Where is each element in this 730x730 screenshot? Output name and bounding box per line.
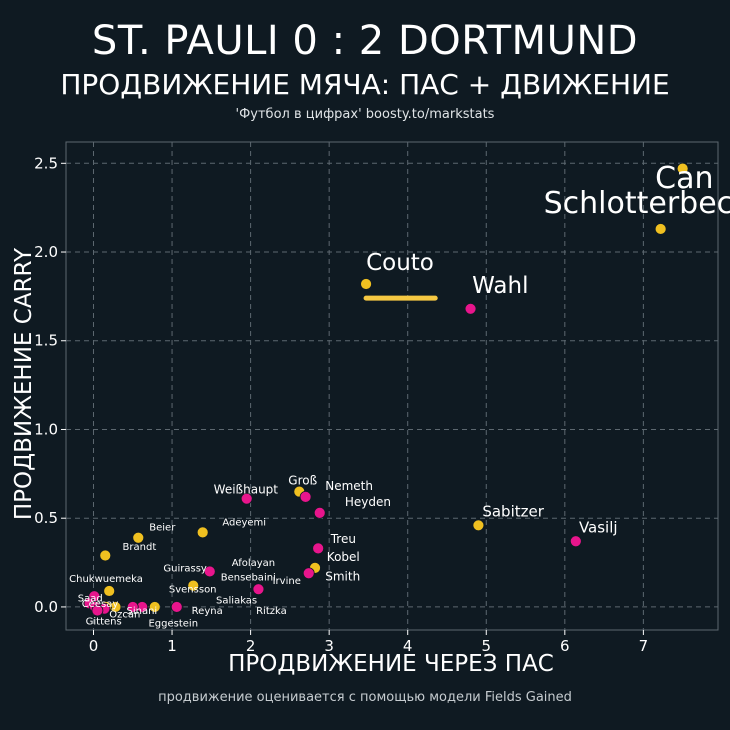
points-layer [83,162,689,617]
chart-title: ST. PAULI 0 : 2 DORTMUND [91,18,639,64]
point-can [676,162,689,175]
plot-frame [65,141,719,631]
x-tick-label: 6 [560,637,570,655]
x-tick-label: 2 [246,637,256,655]
point-label-saliakas: Saliakas [216,595,257,606]
x-tick-label: 7 [639,637,649,655]
point-reyna [170,601,183,613]
point-label-schlotterbeck: Schlotterbeck [544,186,730,221]
point-label-chukwuemeka: Chukwuemeka [69,574,143,585]
point-label-kobel: Kobel [327,550,360,564]
x-axis-label: ПРОДВИЖЕНИЕ ЧЕРЕЗ ПАС [228,651,554,677]
point-label-sabitzer: Sabitzer [482,502,544,520]
point-heyden [313,506,326,519]
point-smith [302,567,315,580]
point-label-ceesay: Ceesay [82,599,119,610]
point-label-gittens: Gittens [86,617,122,628]
point-sabitzer [472,519,485,532]
point-label-reyna: Reyna [192,606,223,617]
x-tick-label: 4 [403,637,413,655]
point-wei-haupt [240,492,253,505]
point-wahl [464,302,477,315]
point-irvine [252,583,265,596]
point-couto [360,278,372,290]
y-tick-label: 2.5 [34,154,58,172]
point-label-afolayan: Afolayan [232,558,275,569]
point-label-saad: Saad [78,594,103,605]
chart-subtitle: ПРОДВИЖЕНИЕ МЯЧА: ПАС + ДВИЖЕНИЕ [60,68,670,101]
point-brandt [99,549,112,562]
footer-note: продвижение оценивается с помощью модели… [158,690,572,705]
point-guirassy [148,601,161,613]
point-bensebaini [187,579,200,592]
point-adeyemi [196,526,209,539]
chart-credit: 'Футбол в цифрах' boosty.to/markstats [235,107,495,122]
point-label-nemeth: Nemeth [325,479,373,493]
point-schlotterbeck [654,223,667,235]
point-label-treu: Treu [330,532,356,546]
y-tick-label: 1.0 [34,420,58,438]
point-label-irvine: Irvine [273,576,301,587]
x-tick-label: 0 [89,637,99,655]
point-label-guirassy: Guirassy [163,563,207,574]
point-label-beier: Beier [149,523,176,534]
grid [65,141,719,631]
point-svensson [103,585,116,597]
y-tick-label: 0.5 [34,509,58,527]
point-label-ritzka: Ritzka [256,606,287,617]
point-label-vasilj: Vasilj [579,518,618,536]
x-tick-label: 5 [481,637,491,655]
point-label-eggestein: Eggestein [148,618,198,629]
ticks-layer: 0 1 2 3 4 5 6 7 0.0 0.5 1.0 1.5 2.0 2.5 [34,154,648,655]
point-label-sinani: Sinani [126,606,157,617]
point-label-brandt: Brandt [123,542,157,553]
point-gittens [91,604,104,617]
point-label-adeyemi: Adeyemi [222,517,266,528]
x-tick-label: 1 [167,637,177,655]
x-tick-label: 3 [324,637,334,655]
point-nemeth [299,491,312,503]
point-vasilj [569,535,582,548]
y-tick-label: 2.0 [34,243,58,261]
point-label-couto: Couto [366,250,434,276]
point-label-wei-haupt: Weißhaupt [214,482,279,496]
point-label-heyden: Heyden [345,495,391,509]
point-beier [132,531,145,544]
point-label-bensebaini: Bensebaini [221,572,276,583]
point-label-svensson: Svensson [169,585,217,596]
point-label--zcan: Özcan [109,608,140,621]
y-axis-label: ПРОДВИЖЕНИЕ CARRY [11,247,37,520]
point-eggestein [126,601,139,613]
point-label-gro-: Groß [288,473,317,487]
y-tick-label: 1.5 [34,332,58,350]
point-treu [312,542,325,555]
point-label-smith: Smith [325,569,360,583]
point-afolayan [203,565,216,578]
point-label-can: Can [655,161,713,196]
y-tick-label: 0.0 [34,598,58,616]
point-label-wahl: Wahl [472,273,528,299]
